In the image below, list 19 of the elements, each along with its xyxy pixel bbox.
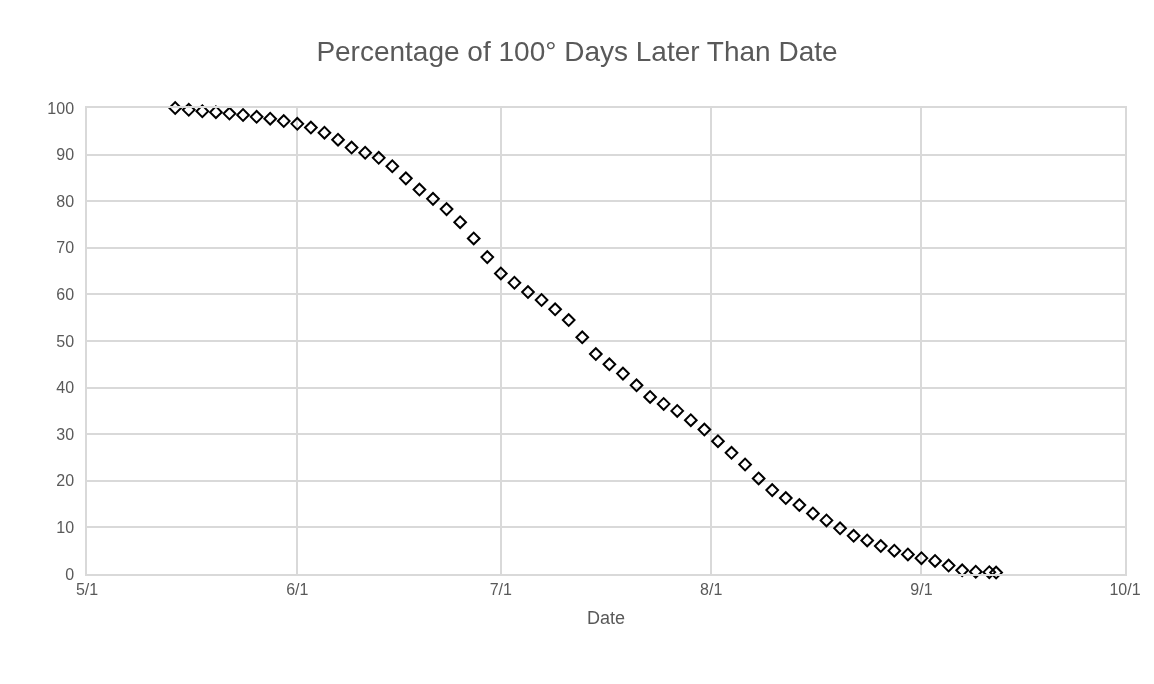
x-axis-title: Date [586,607,626,628]
y-tick-label: 0 [65,565,75,583]
x-tick-label: 9/1 [910,580,933,598]
y-tick-label: 100 [47,99,75,117]
y-tick-label: 60 [56,286,75,303]
y-tick-label: 20 [56,472,75,490]
y-tick-label: 30 [56,425,75,443]
y-tick-label: 50 [56,332,75,350]
y-tick-label: 10 [56,519,75,536]
y-tick-label: 70 [56,239,75,257]
x-tick-label: 10/1 [1109,580,1141,598]
y-tick-label: 90 [56,146,75,164]
x-tick-label: 7/1 [489,580,513,598]
chart-title: Percentage of 100° Days Later Than Date [316,35,838,67]
x-tick-label: 8/1 [700,580,723,598]
y-tick-label: 40 [56,379,75,397]
x-tick-label: 6/1 [286,580,309,598]
x-tick-label: 5/1 [75,580,99,598]
y-tick-label: 80 [56,192,75,210]
